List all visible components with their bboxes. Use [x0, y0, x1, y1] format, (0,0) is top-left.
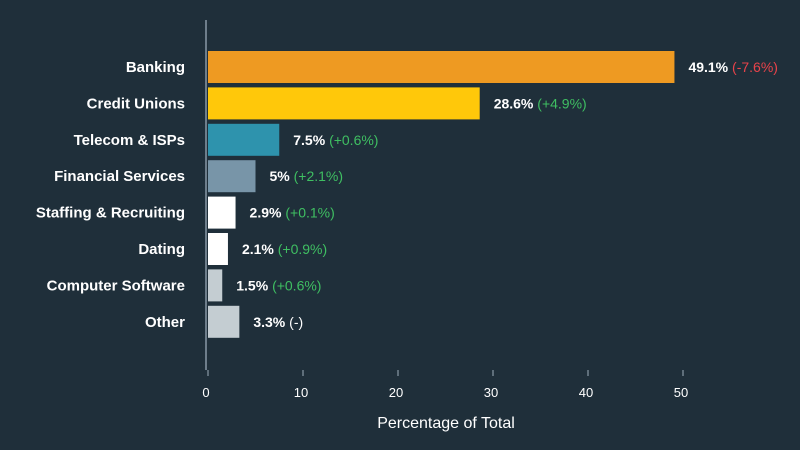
category-label-telecom-and-isps: Telecom & ISPs — [74, 132, 185, 149]
value-label-telecom-and-isps: 7.5% (+0.6%) — [293, 132, 378, 148]
value-percent-financial-services: 5% — [270, 168, 291, 184]
category-label-credit-unions: Credit Unions — [87, 95, 185, 112]
bars-group — [208, 51, 675, 338]
x-tick-label-10: 10 — [294, 385, 308, 400]
value-label-financial-services: 5% (+2.1%) — [270, 168, 344, 184]
value-percent-banking: 49.1% — [688, 59, 728, 75]
bar-telecom-and-isps — [208, 123, 280, 156]
value-label-computer-software: 1.5% (+0.6%) — [236, 277, 321, 293]
bar-credit-unions — [208, 87, 480, 120]
x-tick-label-30: 30 — [484, 385, 498, 400]
value-label-dating: 2.1% (+0.9%) — [242, 241, 327, 257]
x-axis-title: Percentage of Total — [377, 415, 515, 432]
value-percent-other: 3.3% — [253, 314, 285, 330]
x-tick-label-50: 50 — [674, 385, 688, 400]
category-label-other: Other — [145, 314, 185, 331]
value-percent-computer-software: 1.5% — [236, 277, 268, 293]
bar-computer-software — [208, 269, 223, 302]
category-label-computer-software: Computer Software — [47, 277, 185, 294]
value-change-computer-software: (+0.6%) — [272, 277, 321, 293]
bar-other — [208, 305, 240, 338]
category-label-financial-services: Financial Services — [54, 168, 185, 185]
value-percent-staffing-and-recruiting: 2.9% — [250, 205, 282, 221]
bar-banking — [208, 51, 675, 83]
category-label-staffing-and-recruiting: Staffing & Recruiting — [36, 205, 185, 222]
value-label-other: 3.3% (-) — [253, 314, 303, 330]
value-change-dating: (+0.9%) — [278, 241, 327, 257]
value-percent-telecom-and-isps: 7.5% — [293, 132, 325, 148]
x-tick-label-20: 20 — [389, 385, 403, 400]
value-percent-dating: 2.1% — [242, 241, 274, 257]
value-label-credit-unions: 28.6% (+4.9%) — [494, 95, 587, 111]
x-axis: 0 10 20 30 40 50 — [202, 20, 688, 400]
value-change-staffing-and-recruiting: (+0.1%) — [285, 205, 334, 221]
category-label-dating: Dating — [138, 241, 185, 258]
x-tick-label-40: 40 — [579, 385, 593, 400]
value-change-other: (-) — [289, 314, 303, 330]
x-tick-label-0: 0 — [202, 385, 209, 400]
value-label-banking: 49.1% (-7.6%) — [688, 59, 778, 75]
value-change-telecom-and-isps: (+0.6%) — [329, 132, 378, 148]
bar-financial-services — [208, 160, 256, 193]
bar-staffing-and-recruiting — [208, 196, 236, 229]
bar-dating — [208, 233, 228, 265]
value-percent-credit-unions: 28.6% — [494, 95, 534, 111]
value-change-credit-unions: (+4.9%) — [537, 95, 586, 111]
value-change-banking: (-7.6%) — [732, 59, 778, 75]
category-labels: Banking Credit Unions Telecom & ISPs Financ… — [36, 59, 185, 331]
value-change-financial-services: (+2.1%) — [294, 168, 343, 184]
value-labels: 49.1% (-7.6%) 28.6% (+4.9%) 7.5% (+0.6%) 5%… — [236, 59, 778, 330]
category-label-banking: Banking — [126, 59, 185, 76]
value-label-staffing-and-recruiting: 2.9% (+0.1%) — [250, 205, 335, 221]
